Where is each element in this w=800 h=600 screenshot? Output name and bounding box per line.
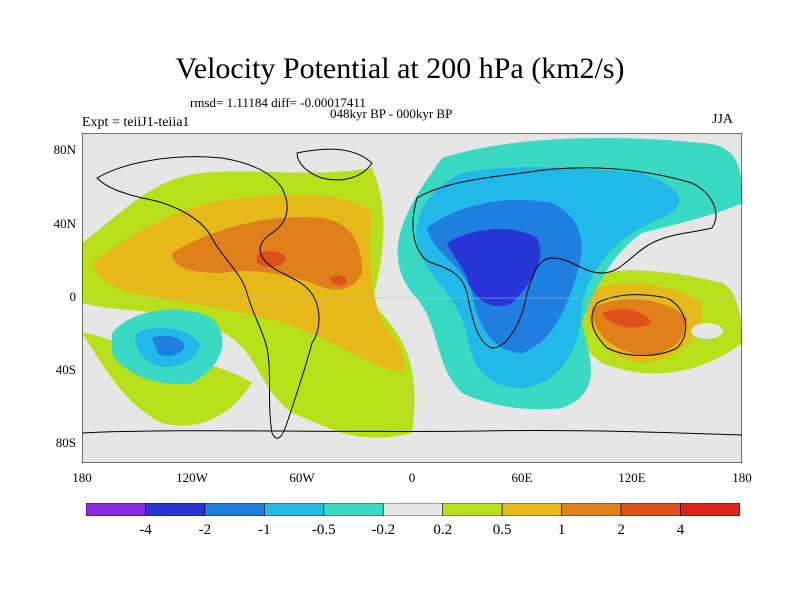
colorbar-label: 0.2 (433, 522, 453, 538)
field-pos3 (257, 251, 287, 268)
field-pos3 (602, 309, 652, 328)
x-tick-60e: 60E (511, 470, 533, 485)
y-tick-40n: 40N (53, 216, 76, 231)
y-tick-80s: 80S (55, 435, 76, 450)
colorbar-label: -1 (258, 522, 271, 538)
x-tick-60w: 60W (289, 470, 315, 485)
coastlines (82, 148, 742, 439)
field-neutral-patch (691, 323, 723, 339)
field-neg3 (447, 228, 541, 307)
experiment-label: Expt = teiiJ1-teiia1 (82, 115, 190, 130)
colorbar-label: 0.5 (492, 522, 512, 538)
colorbar-swatch (382, 503, 444, 516)
x-tick-180w: 180 (72, 470, 92, 485)
colorbar-label: -2 (198, 522, 212, 538)
colorbar-swatch (323, 503, 384, 516)
colorbar-label: -0.5 (311, 522, 336, 538)
colorbar-swatch (442, 503, 503, 516)
field-neg2 (152, 335, 185, 356)
colorbar-swatch (264, 503, 325, 516)
x-tick-180e: 180 (732, 470, 752, 485)
field-pos3 (330, 275, 347, 286)
chart-title: Velocity Potential at 200 hPa (km2/s) (175, 52, 625, 85)
x-tick-0: 0 (408, 470, 416, 485)
colorbar-swatch (680, 503, 740, 516)
y-tick-0: 0 (69, 289, 77, 304)
colorbar-label: 4 (676, 522, 685, 538)
stats-line: rmsd= 1.11184 diff= -0.00017411 (190, 95, 366, 110)
y-tick-80n: 80N (53, 142, 76, 157)
x-tick-120w: 120W (176, 470, 208, 485)
colorbar-label: 1 (557, 522, 566, 538)
colorbar-swatch (501, 503, 562, 516)
season-label: JJA (712, 112, 734, 127)
colorbar-label: -4 (139, 522, 152, 538)
colorbar-swatch (86, 503, 146, 516)
colorbar-swatch (145, 503, 206, 516)
colorbar-swatch (561, 503, 622, 516)
period-line: 048kyr BP - 000kyr BP (330, 106, 453, 121)
colorbar-label: -0.2 (371, 522, 396, 538)
y-tick-40s: 40S (55, 362, 76, 377)
colorbar-swatch (620, 503, 681, 516)
x-tick-120e: 120E (618, 470, 646, 485)
map-plot (82, 133, 742, 463)
colorbar-label: 2 (617, 522, 625, 538)
colorbar-swatch (204, 503, 265, 516)
colorbar (86, 503, 740, 516)
